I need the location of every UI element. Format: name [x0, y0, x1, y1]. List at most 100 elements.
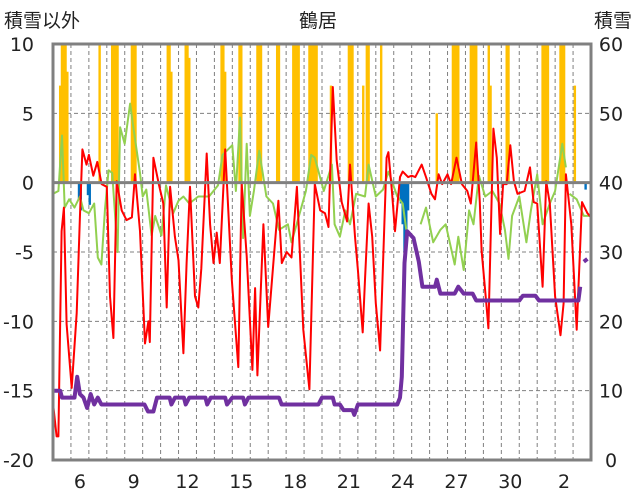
- x-tick-label: 12: [175, 471, 199, 493]
- yellow-bar: [559, 44, 562, 183]
- left-tick-label: 5: [22, 103, 34, 125]
- yellow-bar: [313, 44, 317, 183]
- yellow-bar: [259, 44, 263, 183]
- x-tick-label: 2: [558, 471, 570, 493]
- yellow-bar: [277, 44, 281, 183]
- yellow-bar: [170, 71, 173, 183]
- yellow-bar: [184, 44, 187, 183]
- yellow-bar: [379, 44, 383, 183]
- yellow-bar: [66, 71, 69, 183]
- right-tick-label: 60: [599, 34, 623, 56]
- blue-bar: [406, 182, 410, 211]
- left-tick-label: -20: [3, 450, 34, 472]
- yellow-bar: [308, 44, 311, 183]
- yellow-bar: [58, 85, 62, 183]
- yellow-bar: [62, 44, 65, 183]
- yellow-bar: [451, 44, 455, 183]
- yellow-bar: [507, 44, 510, 183]
- yellow-bar: [362, 85, 365, 183]
- yellow-bar: [168, 44, 171, 183]
- x-tick-label: 21: [337, 471, 361, 493]
- yellow-bar: [186, 44, 189, 183]
- blue-bar: [88, 182, 91, 205]
- purple-series-line: [53, 229, 583, 417]
- yellow-bar: [310, 44, 313, 183]
- right-tick-label: 0: [605, 450, 617, 472]
- yellow-bar: [351, 44, 354, 183]
- yellow-bar: [561, 44, 564, 183]
- yellow-bar: [98, 44, 101, 183]
- yellow-bar: [114, 44, 117, 183]
- yellow-bar: [505, 44, 508, 183]
- right-tick-label: 10: [599, 381, 623, 403]
- yellow-bar: [116, 44, 119, 183]
- left-tick-label: -5: [15, 242, 34, 264]
- x-tick-label: 30: [498, 471, 522, 493]
- yellow-bar: [132, 44, 135, 183]
- yellow-bar: [471, 44, 474, 183]
- chart-title: 鶴居: [299, 10, 337, 32]
- yellow-bar: [562, 44, 566, 183]
- yellow-bar: [295, 44, 299, 183]
- yellow-bar: [469, 44, 473, 183]
- yellow-bar: [110, 44, 114, 183]
- x-tick-label: 6: [74, 471, 86, 493]
- x-tick-label: 27: [444, 471, 468, 493]
- right-axis-title: 積雪: [594, 10, 632, 32]
- x-tick-label: 18: [283, 471, 307, 493]
- yellow-bar: [297, 44, 300, 183]
- yellow-bar: [544, 44, 548, 183]
- red-series-line: [52, 86, 592, 438]
- lines-layer: [52, 86, 592, 438]
- yellow-bar: [349, 44, 352, 183]
- green-series-line: [568, 193, 591, 217]
- yellow-bar: [573, 85, 577, 183]
- yellow-bar: [188, 57, 191, 183]
- yellow-bar: [240, 44, 243, 183]
- left-tick-label: 10: [10, 34, 34, 56]
- yellow-bar: [60, 44, 64, 183]
- yellow-bar: [365, 44, 369, 183]
- yellow-bar: [220, 44, 223, 183]
- blue-bar: [86, 182, 90, 196]
- yellow-bar: [311, 44, 315, 183]
- x-tick-label: 9: [128, 471, 140, 493]
- left-tick-label: 0: [22, 173, 34, 195]
- plot-frame: [51, 42, 593, 462]
- blue-bar: [584, 182, 587, 190]
- plot-border: [51, 42, 593, 462]
- yellow-bar: [238, 44, 241, 183]
- yellow-bar: [134, 44, 137, 183]
- x-tick-label: 15: [229, 471, 253, 493]
- yellow-bar: [455, 44, 458, 183]
- yellow-bar: [222, 44, 225, 183]
- yellow-bar: [293, 44, 297, 183]
- left-tick-label: -15: [3, 381, 34, 403]
- yellow-bar: [256, 44, 259, 183]
- yellow-bar: [543, 44, 546, 183]
- yellow-bar: [315, 44, 318, 183]
- yellow-bar: [292, 44, 295, 183]
- green-series-line: [419, 142, 567, 271]
- yellow-bar: [347, 44, 351, 183]
- left-tick-label: -10: [3, 311, 34, 333]
- right-tick-label: 50: [599, 103, 623, 125]
- yellow-bar: [64, 44, 67, 183]
- green-series-line: [52, 102, 408, 266]
- purple-series-line: [582, 257, 589, 264]
- blue-bar: [77, 182, 81, 200]
- yellow-bar: [435, 113, 438, 183]
- right-tick-label: 40: [599, 173, 623, 195]
- yellow-bar: [475, 44, 478, 183]
- blue-bar: [405, 182, 408, 232]
- yellow-bar: [541, 44, 544, 183]
- right-tick-label: 20: [599, 311, 623, 333]
- yellow-bar: [166, 44, 169, 183]
- yellow-bar: [223, 71, 227, 183]
- yellow-bar: [112, 44, 116, 183]
- yellow-bar: [275, 44, 279, 183]
- yellow-bar: [489, 85, 492, 183]
